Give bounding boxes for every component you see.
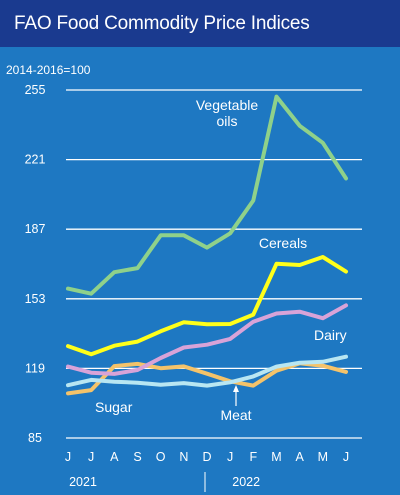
dairy-label-line: Dairy — [314, 327, 347, 343]
cereals-line — [66, 255, 348, 357]
y-tick-label: 221 — [25, 153, 46, 167]
y-tick-label: 187 — [25, 222, 46, 236]
x-tick-label: A — [110, 450, 119, 464]
y-tick-label: 85 — [28, 431, 42, 445]
year-label: 2021 — [69, 475, 97, 489]
vegetable-oils-line — [66, 94, 348, 296]
unit-note: 2014-2016=100 — [6, 63, 91, 77]
vegetable-oils-label: Vegetable oils — [196, 97, 258, 129]
x-tick-label: J — [88, 450, 94, 464]
x-tick-label: J — [65, 450, 71, 464]
y-tick-label: 119 — [25, 361, 45, 375]
meat-label-line: Meat — [220, 407, 251, 423]
series-labels: Vegetable oils Cereals Dairy Meat Sugar — [95, 97, 347, 423]
cereals-label: Cereals — [259, 235, 307, 251]
x-tick-label: N — [179, 450, 188, 464]
x-tick-label: F — [250, 450, 258, 464]
x-tick-label: D — [202, 450, 211, 464]
meat-line — [66, 354, 348, 388]
y-tick-label: 153 — [25, 292, 46, 306]
year-label: 2022 — [232, 475, 260, 489]
meat-label: Meat — [220, 407, 251, 423]
series-layer — [66, 94, 348, 396]
x-tick-label: M — [318, 450, 328, 464]
vegetable-oils-label-line: Vegetable — [196, 97, 258, 113]
dairy-label: Dairy — [314, 327, 347, 343]
x-tick-label: S — [133, 450, 141, 464]
meat-pointer-head — [233, 385, 239, 392]
chart-title: FAO Food Commodity Price Indices — [0, 0, 400, 47]
x-tick-label: J — [227, 450, 233, 464]
sugar-label: Sugar — [95, 399, 133, 415]
grid-layer — [66, 89, 362, 439]
x-tick-label: M — [271, 450, 281, 464]
plot-panel — [0, 47, 400, 495]
x-tick-label: O — [156, 450, 166, 464]
y-axis-ticks: 85 119 153 187 221 255 — [25, 83, 46, 445]
x-tick-label: A — [295, 450, 304, 464]
x-tick-label: J — [343, 450, 349, 464]
sugar-label-line: Sugar — [95, 399, 133, 415]
year-labels: 2021 2022 — [69, 472, 260, 492]
y-tick-label: 255 — [25, 83, 46, 97]
vegetable-oils-label-line: oils — [216, 113, 237, 129]
dairy-line — [66, 303, 348, 376]
cereals-label-line: Cereals — [259, 235, 307, 251]
